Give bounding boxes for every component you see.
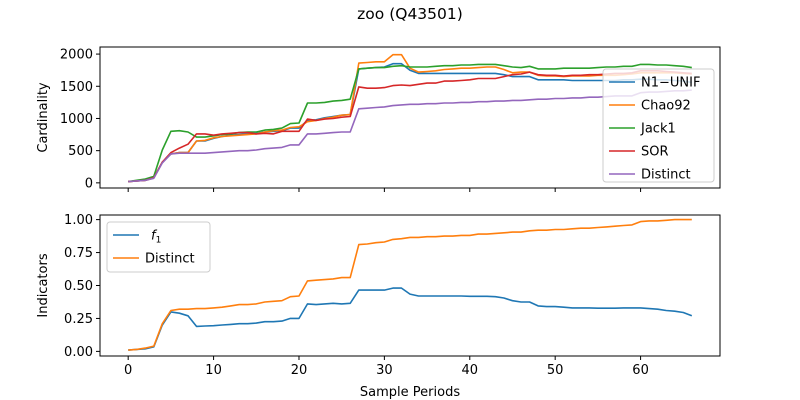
legend-entry-3: Jack1 — [640, 122, 676, 137]
y-tick-label: 1000 — [60, 112, 93, 127]
x-tick-label: 50 — [547, 363, 564, 378]
x-tick-label: 10 — [205, 363, 222, 378]
legend-entry-4: SOR — [641, 145, 669, 160]
legend-entry-1: f1 — [151, 229, 161, 246]
legend-entry-2: Distinct — [145, 252, 195, 267]
series-line-5 — [128, 89, 692, 183]
legend-entry-5: Distinct — [641, 168, 691, 183]
y-tick-label: 2000 — [60, 48, 93, 63]
y-tick-label: 0.25 — [64, 312, 93, 327]
y-tick-label: 1.00 — [64, 213, 93, 228]
series-line-1 — [128, 287, 693, 351]
x-tick-label: 20 — [291, 363, 308, 378]
legend-entry-1: N1−UNIF — [641, 76, 700, 91]
x-tick-label: 30 — [376, 363, 393, 378]
x-tick-label: 60 — [632, 363, 649, 378]
y-tick-label: 0.75 — [64, 246, 93, 261]
y-tick-label: 0.50 — [64, 279, 93, 294]
y-tick-label: 0 — [85, 176, 93, 191]
series-line-4 — [128, 70, 692, 183]
y-tick-label: 500 — [68, 144, 93, 159]
x-tick-label: 0 — [124, 363, 132, 378]
legend: N1−UNIF Chao92 Jack1 SOR Distinct — [602, 68, 715, 183]
panel-1: 0 500 1000 1500 2000 Cardinality N1−UNIF Chao92… — [36, 46, 721, 192]
panel-2: 0 10 20 30 40 50 60 0.00 0.25 0.50 0.75 1.00 Indicat… — [36, 213, 721, 400]
y-axis-label: Cardinality — [36, 82, 51, 153]
y-tick-label: 1500 — [60, 80, 93, 95]
y-axis-label: Indicators — [36, 253, 51, 317]
y-tick-label: 0.00 — [64, 345, 93, 360]
legend-entry-base: f — [151, 229, 158, 244]
figure-title: zoo (Q43501) — [357, 5, 463, 23]
legend-box — [602, 68, 715, 183]
series-line-2 — [128, 218, 692, 351]
x-axis-label: Sample Periods — [360, 385, 460, 400]
legend: f1 Distinct — [106, 221, 211, 273]
x-tick-label: 40 — [462, 363, 479, 378]
legend-entry-2: Chao92 — [641, 99, 691, 114]
legend-entry-subscript: 1 — [156, 236, 162, 246]
plot-frame — [99, 46, 721, 189]
